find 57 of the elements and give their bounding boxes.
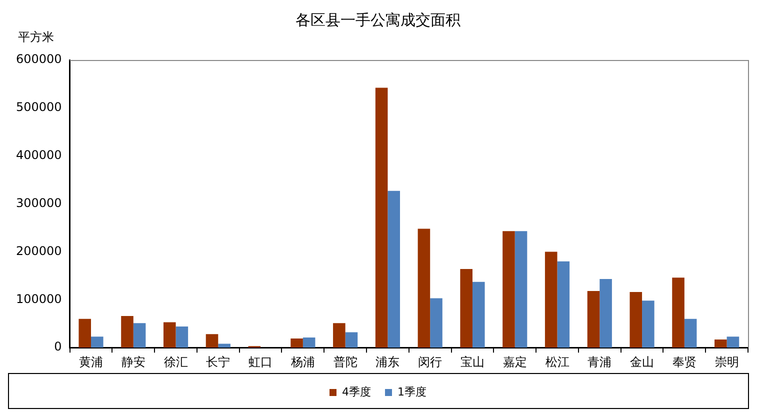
x-tick-label: 黄浦 — [79, 354, 103, 369]
x-tick-label: 宝山 — [460, 354, 484, 369]
bar — [587, 291, 600, 348]
bar — [544, 252, 558, 348]
bar — [600, 279, 612, 348]
x-tick-label: 长宁 — [206, 354, 230, 369]
bar — [206, 334, 218, 348]
bar — [218, 344, 230, 348]
legend-label: 1季度 — [398, 385, 426, 398]
x-tick-label: 虹口 — [248, 354, 273, 369]
x-tick-label: 嘉定 — [502, 354, 527, 369]
bar — [514, 231, 528, 348]
bar — [163, 322, 176, 348]
y-tick-label: 500000 — [16, 100, 62, 114]
x-tick-label: 闵行 — [418, 354, 442, 369]
bar — [684, 318, 697, 348]
x-tick-label: 奉贤 — [672, 354, 696, 369]
bar — [672, 278, 684, 348]
bar — [78, 318, 91, 348]
bar — [502, 231, 515, 348]
bar — [176, 326, 188, 348]
y-tick-label: 0 — [54, 340, 62, 354]
y-tick-label: 200000 — [16, 244, 62, 258]
bar — [557, 261, 570, 348]
x-tick-label: 浦东 — [376, 354, 400, 369]
bar — [375, 88, 388, 348]
bar — [91, 336, 104, 348]
x-tick-label: 青浦 — [588, 354, 612, 369]
bar — [133, 323, 146, 348]
bar — [345, 332, 358, 348]
bar — [388, 190, 400, 348]
bar — [418, 228, 430, 348]
bar — [460, 268, 472, 348]
y-tick-label: 100000 — [16, 292, 62, 306]
bar — [642, 300, 654, 348]
x-tick-label: 金山 — [630, 354, 654, 369]
bar — [290, 338, 303, 348]
bar — [302, 338, 316, 348]
bar — [714, 339, 727, 348]
x-tick-label: 普陀 — [333, 354, 358, 369]
bar — [726, 336, 740, 348]
bar — [630, 292, 642, 348]
y-tick-label: 400000 — [16, 148, 62, 162]
x-tick-label: 崇明 — [714, 354, 739, 369]
bar — [430, 298, 442, 348]
legend-label: 4季度 — [342, 385, 371, 398]
bar — [333, 323, 346, 348]
y-tick-label: 300000 — [16, 196, 62, 210]
y-axis-title: 平方米 — [18, 29, 54, 46]
x-tick-label: 杨浦 — [290, 354, 315, 369]
x-tick-label: 徐汇 — [164, 354, 188, 369]
bar — [121, 316, 134, 348]
chart-title: 各区县一手公寓成交面积 — [296, 10, 460, 29]
x-tick-label: 松江 — [545, 354, 570, 369]
y-tick-label: 600000 — [16, 52, 62, 66]
x-tick-label: 静安 — [121, 354, 146, 369]
bar — [472, 282, 485, 348]
